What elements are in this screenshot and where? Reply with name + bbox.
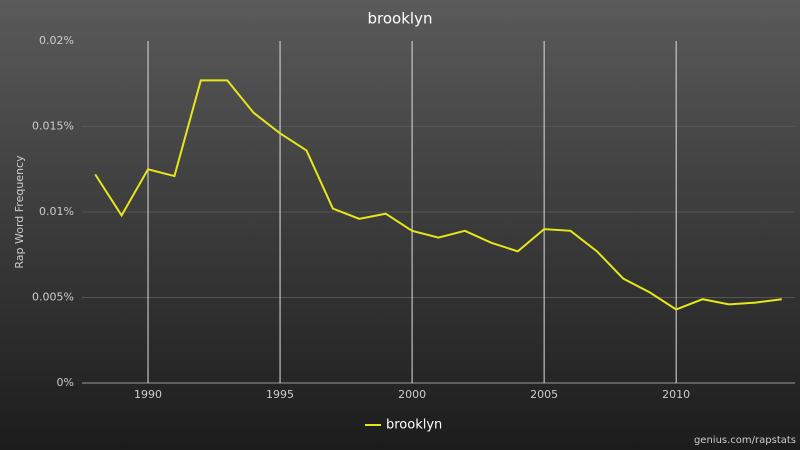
legend-label: brooklyn	[386, 418, 442, 433]
x-tick-label: 2010	[662, 388, 690, 401]
chart-title: brooklyn	[368, 10, 433, 28]
y-tick-label: 0.015%	[32, 120, 74, 133]
y-axis-label: Rap Word Frequency	[13, 155, 26, 269]
y-tick-label: 0.01%	[39, 205, 74, 218]
y-tick-label: 0.02%	[39, 34, 74, 47]
x-tick-label: 2000	[398, 388, 426, 401]
y-tick-label: 0%	[57, 376, 74, 389]
credit: genius.com/rapstats	[694, 435, 796, 446]
y-tick-label: 0.005%	[32, 291, 74, 304]
x-tick-label: 1990	[134, 388, 162, 401]
x-tick-label: 1995	[266, 388, 294, 401]
x-tick-label: 2005	[530, 388, 558, 401]
data-line	[94, 79, 782, 311]
